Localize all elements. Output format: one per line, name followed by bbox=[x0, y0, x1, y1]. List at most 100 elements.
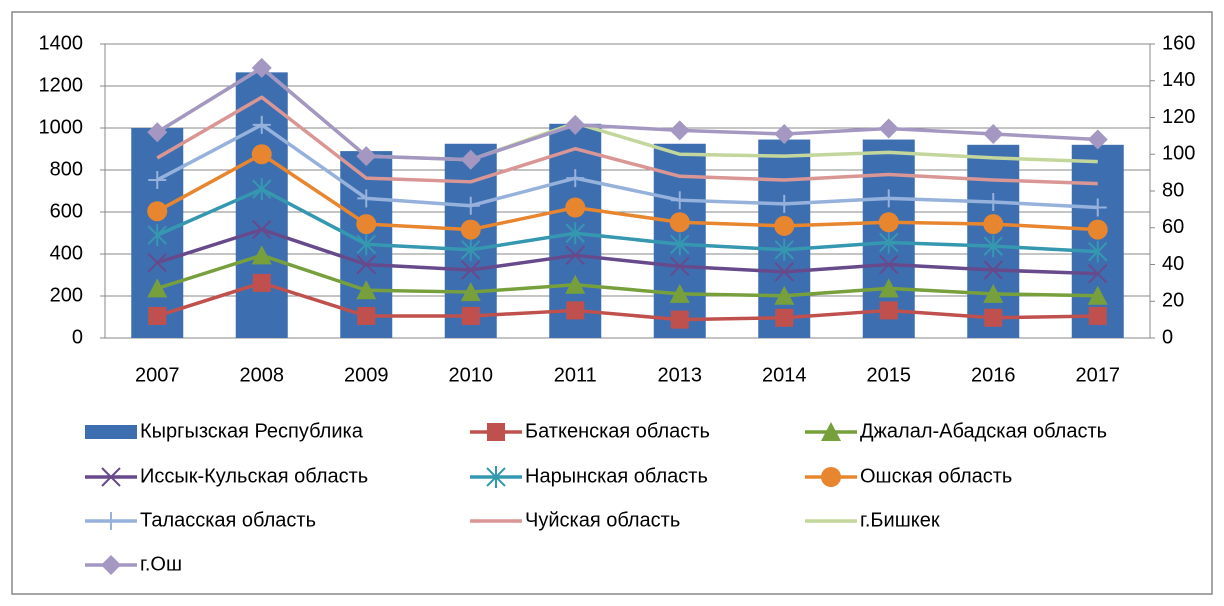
y2-tick-label: 160 bbox=[1162, 32, 1195, 54]
point-marker bbox=[669, 212, 690, 233]
point-marker bbox=[356, 254, 376, 275]
y2-tick-label: 140 bbox=[1162, 69, 1195, 91]
x-tick-label: 2007 bbox=[135, 364, 180, 386]
point-marker bbox=[984, 193, 1003, 212]
point-marker bbox=[983, 124, 1004, 145]
point-marker bbox=[1087, 129, 1108, 150]
legend-label: Кыргызская Республика bbox=[140, 420, 364, 442]
x-tick-label: 2008 bbox=[240, 364, 285, 386]
legend-marker bbox=[486, 466, 506, 488]
point-marker bbox=[461, 196, 480, 215]
legend-label: Джалал-Абадская область bbox=[860, 420, 1107, 442]
series-line bbox=[156, 187, 1098, 254]
point-marker bbox=[356, 146, 377, 167]
point-marker bbox=[147, 224, 167, 247]
point-marker bbox=[460, 219, 481, 240]
y-tick-label: 200 bbox=[50, 284, 83, 306]
y2-tick-label: 100 bbox=[1162, 143, 1195, 165]
point-marker bbox=[878, 278, 899, 298]
point-marker bbox=[147, 278, 168, 298]
point-marker bbox=[460, 282, 481, 302]
bar bbox=[758, 139, 811, 338]
point-marker bbox=[147, 122, 168, 143]
point-marker bbox=[775, 194, 794, 213]
legend-marker bbox=[821, 467, 841, 487]
legend-label: Баткенская область bbox=[525, 420, 710, 442]
y2-tick-label: 120 bbox=[1162, 106, 1195, 128]
point-marker bbox=[356, 214, 377, 235]
point-marker bbox=[1088, 240, 1108, 263]
series-line bbox=[156, 95, 1098, 186]
legend-item: Кыргызская Республика bbox=[85, 420, 364, 442]
point-marker bbox=[879, 254, 899, 275]
point-marker bbox=[878, 212, 899, 233]
y-tick-label: 600 bbox=[50, 200, 83, 222]
legend-item: Ошская область bbox=[805, 465, 1012, 487]
point-marker bbox=[252, 273, 271, 292]
point-marker bbox=[147, 201, 168, 222]
legend-marker bbox=[102, 512, 120, 530]
point-marker bbox=[670, 310, 689, 329]
point-marker bbox=[774, 238, 794, 261]
point-marker bbox=[460, 149, 481, 170]
point-marker bbox=[774, 124, 795, 145]
point-marker bbox=[565, 222, 585, 245]
point-marker bbox=[774, 262, 794, 282]
point-marker bbox=[983, 235, 1003, 258]
point-marker bbox=[565, 114, 586, 135]
legend-item: Джалал-Абадская область bbox=[805, 420, 1107, 442]
point-marker bbox=[566, 169, 585, 188]
legend-label: Ошская область bbox=[860, 465, 1012, 487]
legend-item: г.Ош bbox=[85, 553, 182, 575]
x-tick-label: 2011 bbox=[554, 364, 597, 386]
point-marker bbox=[251, 144, 272, 165]
point-marker bbox=[461, 306, 480, 325]
point-marker bbox=[252, 115, 271, 134]
point-marker bbox=[1088, 263, 1108, 284]
point-marker bbox=[983, 214, 1004, 235]
series-line bbox=[156, 123, 1098, 210]
point-marker bbox=[566, 301, 585, 320]
point-marker bbox=[669, 283, 690, 303]
legend-marker bbox=[487, 423, 505, 441]
point-marker bbox=[357, 189, 376, 208]
point-marker bbox=[670, 233, 690, 256]
point-marker bbox=[774, 285, 795, 305]
y2-tick-label: 0 bbox=[1162, 326, 1173, 348]
y2-tick-label: 60 bbox=[1162, 216, 1184, 238]
point-marker bbox=[670, 256, 690, 277]
point-marker bbox=[983, 260, 1003, 280]
legend-label: Нарынская область bbox=[525, 465, 708, 487]
legend-item: Таласская область bbox=[85, 509, 316, 531]
y-tick-label: 400 bbox=[50, 242, 83, 264]
point-marker bbox=[1088, 198, 1107, 217]
point-marker bbox=[983, 283, 1004, 303]
legend-item: Нарынская область bbox=[470, 465, 708, 488]
y-tick-label: 1200 bbox=[39, 74, 84, 96]
point-marker bbox=[252, 219, 272, 240]
chart-frame bbox=[11, 11, 1213, 595]
legend-marker bbox=[821, 422, 841, 441]
series-line bbox=[156, 152, 1098, 232]
x-tick-label: 2016 bbox=[971, 364, 1016, 386]
point-marker bbox=[1087, 285, 1108, 305]
point-marker bbox=[461, 260, 481, 280]
y-tick-label: 800 bbox=[50, 158, 83, 180]
point-marker bbox=[356, 280, 377, 300]
point-marker bbox=[147, 252, 167, 273]
series-line bbox=[156, 281, 1098, 322]
legend-marker bbox=[101, 555, 121, 575]
point-marker bbox=[984, 308, 1003, 327]
x-tick-label: 2009 bbox=[344, 364, 389, 386]
point-marker bbox=[670, 191, 689, 210]
y-tick-label: 1000 bbox=[39, 116, 84, 138]
point-marker bbox=[775, 308, 794, 327]
x-tick-label: 2017 bbox=[1076, 364, 1121, 386]
point-marker bbox=[1088, 306, 1107, 325]
legend-item: г.Бишкек bbox=[805, 509, 940, 531]
point-marker bbox=[879, 189, 898, 208]
point-marker bbox=[148, 170, 167, 189]
legend-item: Чуйская область bbox=[470, 509, 680, 531]
point-marker bbox=[252, 178, 272, 201]
legend-label: Таласская область bbox=[140, 509, 316, 531]
